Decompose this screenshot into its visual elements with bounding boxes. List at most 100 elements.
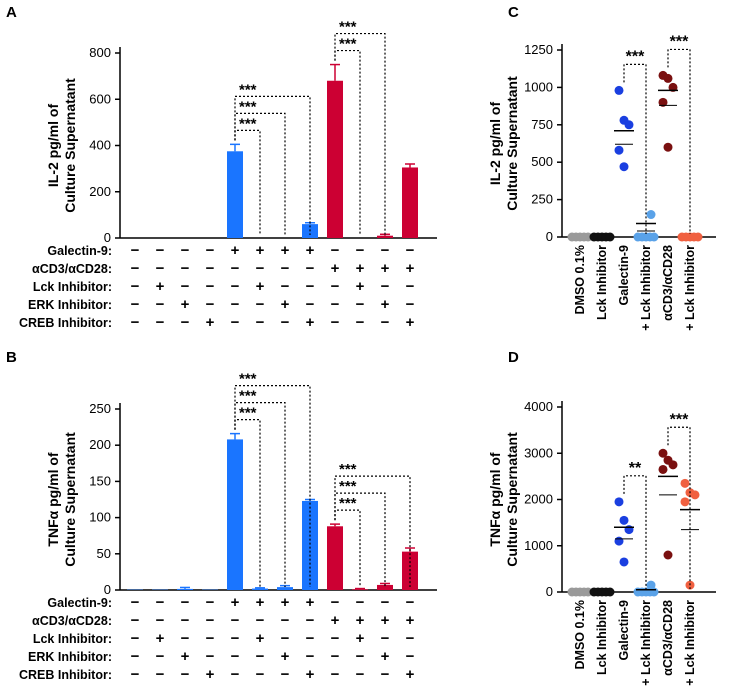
treatment-symbol: + (356, 278, 365, 295)
treatment-symbol: − (131, 242, 140, 259)
treatment-symbol: − (231, 612, 240, 629)
panel-letter-a: A (6, 4, 17, 21)
treatment-symbol: − (131, 594, 140, 611)
y-axis-label-line: Culture Supernatant (62, 432, 78, 567)
treatment-symbol: − (156, 612, 165, 629)
data-point (624, 120, 634, 130)
treatment-symbol: − (306, 278, 315, 295)
treatment-symbol: + (231, 242, 240, 259)
data-point (680, 497, 690, 507)
treatment-row-label: CREB Inhibitor: (19, 316, 112, 330)
treatment-symbol: − (406, 648, 415, 665)
significance-label: *** (339, 461, 357, 478)
treatment-symbol: + (181, 648, 190, 665)
treatment-symbol: + (256, 242, 265, 259)
data-point (605, 587, 615, 597)
treatment-row-label: CREB Inhibitor: (19, 668, 112, 682)
treatment-row-label: Galectin-9: (47, 596, 112, 610)
y-tick-label: 0 (546, 229, 553, 244)
significance-bracket (234, 95, 311, 235)
data-point (624, 525, 634, 535)
significance-label: *** (239, 405, 257, 422)
panel-d-dot-plot: 0 1000 2000 3000 4000 TNFα pg/ml ofCulture Su… (487, 399, 716, 686)
significance-label: *** (339, 478, 357, 495)
y-axis-label-line: TNFα pg/ml of (45, 452, 61, 546)
treatment-symbol: − (256, 296, 265, 313)
data-point (619, 557, 629, 567)
treatment-symbol: − (356, 594, 365, 611)
treatment-symbol: + (306, 314, 315, 331)
treatment-symbol: − (206, 296, 215, 313)
y-tick-label: 0 (104, 230, 111, 245)
significance-label: *** (239, 115, 257, 132)
treatment-symbol: − (331, 278, 340, 295)
significance-label: *** (239, 371, 257, 388)
y-tick-label: 1250 (524, 42, 553, 57)
treatment-symbol: + (356, 630, 365, 647)
treatment-symbol: − (231, 630, 240, 647)
data-point (658, 448, 668, 458)
data-point (605, 232, 615, 242)
treatment-symbol: − (181, 612, 190, 629)
treatment-symbol: − (206, 630, 215, 647)
treatment-symbol: + (256, 278, 265, 295)
bar (227, 439, 243, 590)
category-label: Lck Inhibitor (595, 245, 609, 320)
significance-label: *** (239, 81, 257, 98)
treatment-symbol: + (306, 594, 315, 611)
treatment-symbol: − (181, 260, 190, 277)
treatment-row-label: αCD3/αCD28: (32, 262, 112, 276)
treatment-symbol: + (406, 260, 415, 277)
treatment-symbol: − (406, 242, 415, 259)
data-point (658, 97, 668, 107)
y-axis-label: TNFα pg/ml ofCulture Supernatant (45, 432, 78, 567)
significance-label: *** (339, 36, 357, 53)
y-tick-label: 600 (89, 91, 111, 106)
treatment-symbol: − (206, 242, 215, 259)
treatment-symbol: − (306, 630, 315, 647)
y-tick-label: 1000 (524, 79, 553, 94)
significance-label: *** (626, 48, 645, 65)
y-tick-label: 250 (89, 401, 111, 416)
treatment-symbol: − (356, 648, 365, 665)
treatment-symbol: − (356, 296, 365, 313)
treatment-symbol: + (281, 296, 290, 313)
treatment-symbol: + (181, 296, 190, 313)
treatment-symbol: − (381, 630, 390, 647)
treatment-symbol: + (381, 260, 390, 277)
y-tick-label: 400 (89, 138, 111, 153)
treatment-symbol: − (381, 278, 390, 295)
significance-label: *** (670, 411, 689, 428)
treatment-symbol: − (131, 278, 140, 295)
treatment-symbol: + (356, 612, 365, 629)
treatment-symbol: + (231, 594, 240, 611)
treatment-row-label: Lck Inhibitor: (33, 280, 112, 294)
treatment-row-label: ERK Inhibitor: (28, 650, 112, 664)
treatment-symbol: − (156, 314, 165, 331)
y-axis-label-line: IL-2 pg/ml of (45, 104, 61, 188)
treatment-symbol: − (406, 296, 415, 313)
treatment-symbol: − (281, 612, 290, 629)
treatment-symbol: − (131, 296, 140, 313)
y-tick-label: 0 (546, 584, 553, 599)
panel-a-bar-chart: 0 200 400 600 800 IL-2 pg/ml ofCulture Supern… (19, 19, 437, 331)
treatment-symbol: − (156, 594, 165, 611)
treatment-symbol: − (131, 314, 140, 331)
significance-bracket (623, 63, 647, 234)
treatment-symbol: + (331, 612, 340, 629)
significance-bracket (334, 475, 411, 587)
bar (352, 589, 368, 590)
data-point (663, 142, 673, 152)
treatment-symbol: − (331, 314, 340, 331)
significance-bracket (234, 385, 311, 587)
treatment-symbol: − (231, 278, 240, 295)
treatment-symbol: − (256, 648, 265, 665)
treatment-symbol: − (206, 260, 215, 277)
y-tick-label: 200 (89, 437, 111, 452)
treatment-symbol: − (231, 648, 240, 665)
treatment-symbol: − (331, 242, 340, 259)
treatment-symbol: − (131, 260, 140, 277)
treatment-symbol: + (406, 612, 415, 629)
treatment-symbol: − (406, 594, 415, 611)
significance-label: *** (670, 33, 689, 50)
